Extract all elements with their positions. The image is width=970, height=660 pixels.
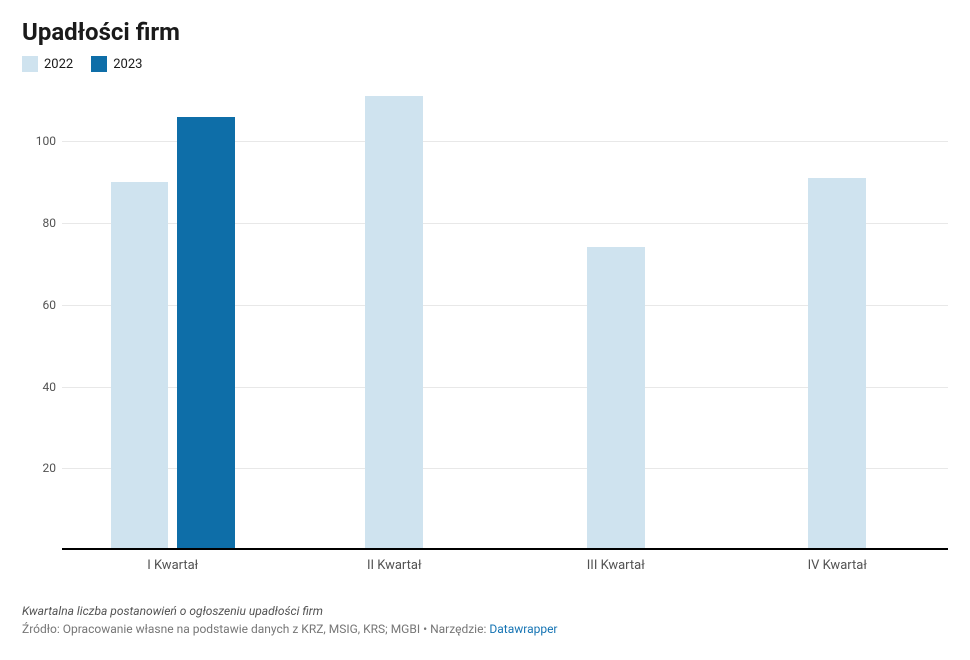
chart-subtitle: Kwartalna liczba postanowień o ogłoszeni…	[22, 604, 948, 618]
x-tick-label: I Kwartał	[62, 558, 284, 573]
bar-group	[284, 80, 506, 548]
plot-area	[62, 80, 948, 550]
bar	[177, 117, 235, 548]
y-axis: 20 40 60 80 100	[22, 80, 62, 550]
x-tick-label: II Kwartał	[284, 558, 506, 573]
x-tick-label: III Kwartał	[505, 558, 727, 573]
bar	[111, 182, 169, 548]
tool-link[interactable]: Datawrapper	[489, 622, 557, 636]
x-tick-label: IV Kwartał	[727, 558, 949, 573]
chart-title: Upadłości firm	[22, 18, 948, 46]
bar	[808, 178, 866, 548]
source-text: Źródło: Opracowanie własne na podstawie …	[22, 622, 489, 636]
legend-label-2023: 2023	[113, 57, 142, 72]
y-tick-label: 80	[43, 216, 57, 230]
y-tick-label: 100	[36, 134, 56, 148]
bar	[365, 96, 423, 548]
bars-row	[62, 80, 948, 548]
bar-group	[505, 80, 727, 548]
chart-footer: Kwartalna liczba postanowień o ogłoszeni…	[22, 604, 948, 636]
y-tick-label: 20	[43, 461, 57, 475]
bar-group	[727, 80, 949, 548]
y-tick-label: 60	[43, 298, 57, 312]
legend-swatch-2023	[91, 56, 107, 72]
legend: 2022 2023	[22, 56, 948, 72]
chart-source: Źródło: Opracowanie własne na podstawie …	[22, 622, 948, 636]
legend-label-2022: 2022	[44, 57, 73, 72]
x-axis: I KwartałII KwartałIII KwartałIV Kwartał	[62, 558, 948, 573]
y-tick-label: 40	[43, 380, 57, 394]
legend-item-2023: 2023	[91, 56, 142, 72]
bar-group	[62, 80, 284, 548]
legend-item-2022: 2022	[22, 56, 73, 72]
bar	[587, 247, 645, 548]
legend-swatch-2022	[22, 56, 38, 72]
chart-area: 20406080100 I KwartałII KwartałIII Kwart…	[22, 80, 948, 560]
